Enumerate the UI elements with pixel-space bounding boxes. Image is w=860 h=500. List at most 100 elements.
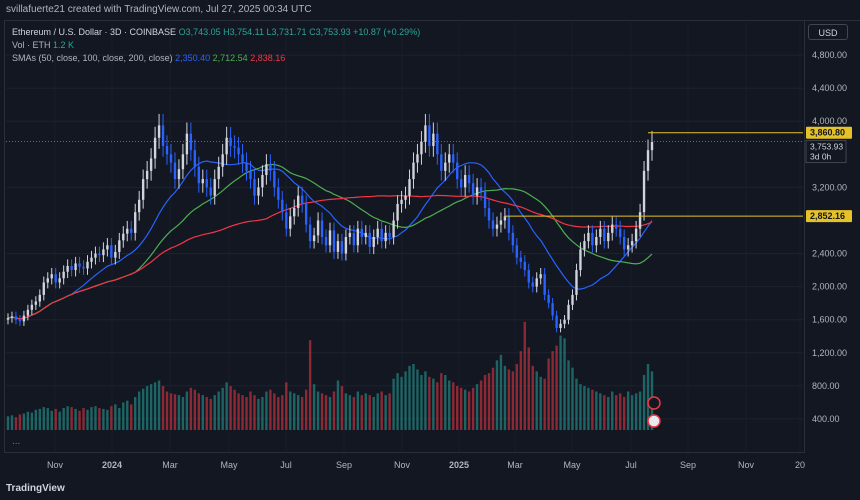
candle-body	[261, 174, 264, 188]
candle-body	[137, 199, 141, 213]
x-tick-label: 20	[795, 460, 805, 470]
volume-bar	[344, 393, 348, 430]
x-tick-label: Nov	[738, 460, 755, 470]
candle-body	[189, 133, 193, 151]
volume-bar	[118, 408, 121, 430]
candle-body	[571, 294, 574, 305]
candle	[249, 161, 252, 189]
candle	[237, 137, 240, 165]
volume-bar	[110, 406, 113, 430]
volume-bar	[404, 371, 407, 430]
candle	[126, 220, 129, 242]
candle-body	[459, 179, 463, 188]
volume-bar	[213, 395, 216, 430]
candle	[591, 225, 594, 253]
flag-icon	[647, 414, 661, 428]
candle	[145, 161, 149, 189]
candle	[38, 289, 41, 307]
candle	[483, 182, 487, 217]
volume-bar	[622, 397, 626, 430]
candle	[475, 178, 479, 205]
candle	[440, 143, 443, 181]
candle-body	[332, 230, 336, 252]
candle	[114, 244, 117, 265]
candle-body	[269, 164, 272, 171]
volume-bar	[392, 378, 395, 430]
candle-body	[392, 220, 395, 237]
candle	[149, 148, 153, 181]
price-axis[interactable]	[805, 20, 860, 453]
candle	[444, 152, 447, 181]
candle-body	[547, 294, 550, 304]
candle	[599, 220, 602, 245]
candle	[74, 256, 77, 277]
candle	[607, 225, 610, 249]
currency-button[interactable]: USD	[808, 24, 848, 40]
candle	[539, 267, 542, 285]
candle	[102, 242, 105, 263]
volume-bar	[487, 373, 491, 430]
candle	[173, 152, 177, 189]
candle-body	[467, 174, 471, 184]
candle	[499, 212, 503, 233]
more-indicators-button[interactable]: ...	[12, 436, 21, 447]
candle-body	[364, 232, 367, 237]
volume-bar	[312, 384, 316, 430]
volume-bar	[217, 391, 220, 430]
candle-body	[555, 315, 558, 328]
candle	[456, 152, 459, 189]
candle-body	[495, 224, 499, 229]
volume-bar	[30, 412, 34, 430]
candle	[384, 225, 387, 249]
candle-body	[289, 216, 292, 229]
candle	[626, 238, 630, 257]
candle-body	[440, 154, 443, 171]
candle-body	[30, 304, 34, 310]
candle	[563, 315, 566, 329]
candle	[213, 169, 216, 205]
candle-body	[448, 154, 451, 163]
candle-body	[531, 282, 534, 287]
volume-bar	[82, 408, 85, 430]
candle-body	[157, 125, 161, 138]
candle-body	[6, 318, 10, 320]
volume-bar	[94, 406, 97, 430]
volume-bar	[372, 397, 375, 430]
candle-body	[217, 166, 220, 180]
ohlc-close: C3,753.93	[309, 27, 351, 37]
volume-bar	[165, 391, 169, 430]
candle	[555, 310, 558, 333]
candle-body	[257, 187, 260, 196]
candle-body	[416, 154, 419, 163]
candle-body	[297, 195, 300, 209]
volume-bar	[185, 391, 189, 430]
volume-bar	[396, 373, 399, 430]
ohlc-open: O3,743.05	[178, 27, 221, 37]
volume-bar	[245, 397, 248, 430]
candle	[169, 143, 173, 173]
volume-bar	[495, 360, 499, 430]
candle-body	[281, 199, 284, 213]
volume-bar	[189, 387, 193, 430]
volume-bar	[587, 387, 590, 430]
candle	[619, 220, 622, 245]
chart-plot-area[interactable]	[4, 20, 805, 453]
candle-body	[583, 241, 586, 250]
candle	[86, 255, 89, 275]
candle	[277, 178, 280, 209]
candle-body	[62, 271, 65, 279]
volume-bar	[543, 378, 546, 430]
last-price-label: 3,753.93	[810, 142, 843, 152]
candle-body	[619, 228, 622, 237]
candle-body	[611, 224, 614, 233]
volume-bar	[285, 382, 288, 430]
candle	[567, 299, 570, 325]
candle	[269, 154, 272, 181]
volume-bar	[297, 395, 300, 430]
candle-body	[499, 220, 503, 225]
candle-body	[209, 187, 212, 196]
volume-bar	[463, 389, 467, 430]
volume-bar	[149, 384, 153, 430]
candle-body	[18, 319, 22, 322]
